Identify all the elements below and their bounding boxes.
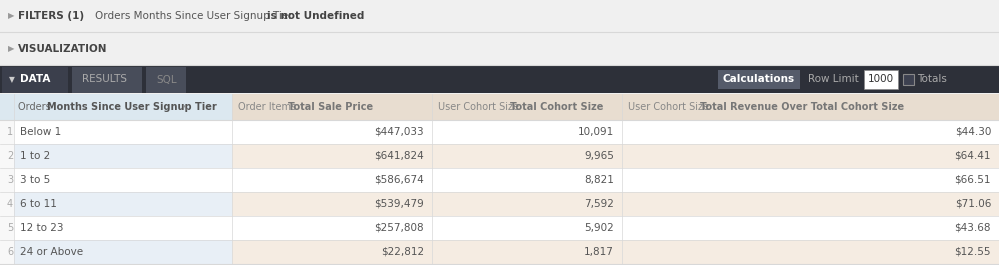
Text: 6: 6 (7, 247, 13, 257)
Text: 1: 1 (7, 127, 13, 137)
Bar (0, 33, 999, 65)
Text: Totals: Totals (917, 74, 947, 85)
Bar (14, 120, 232, 144)
Bar (232, 216, 999, 240)
Text: $66.51: $66.51 (954, 175, 991, 185)
Bar (864, 70, 898, 89)
Text: Calculations: Calculations (723, 74, 795, 85)
Text: $586,674: $586,674 (375, 175, 424, 185)
Text: Orders: Orders (18, 102, 54, 112)
Bar (72, 67, 142, 93)
Text: is not Undefined: is not Undefined (267, 11, 365, 21)
Text: VISUALIZATION: VISUALIZATION (18, 44, 108, 54)
Text: $71.06: $71.06 (955, 199, 991, 209)
Bar (14, 192, 232, 216)
Bar (0, 192, 14, 216)
Text: Row Limit: Row Limit (808, 74, 859, 85)
Bar (0, 168, 14, 192)
Text: User Cohort Size: User Cohort Size (438, 102, 522, 112)
Text: 10,091: 10,091 (577, 127, 614, 137)
Bar (718, 70, 800, 89)
Bar (0, 0, 999, 32)
Text: $12.55: $12.55 (954, 247, 991, 257)
Text: Total Cohort Size: Total Cohort Size (510, 102, 603, 112)
Bar (146, 67, 186, 93)
Text: 12 to 23: 12 to 23 (20, 223, 64, 233)
Bar (903, 74, 914, 85)
Text: ∧: ∧ (179, 103, 188, 112)
Text: Total Sale Price: Total Sale Price (288, 102, 373, 112)
Text: $539,479: $539,479 (375, 199, 424, 209)
Text: 1,817: 1,817 (584, 247, 614, 257)
Text: 1000: 1000 (868, 74, 894, 85)
Bar (14, 168, 232, 192)
Text: $641,824: $641,824 (375, 151, 424, 161)
Bar (2, 67, 68, 93)
Text: $44.30: $44.30 (955, 127, 991, 137)
Text: 1 to 2: 1 to 2 (20, 151, 50, 161)
Text: 6 to 11: 6 to 11 (20, 199, 57, 209)
Text: 3 to 5: 3 to 5 (20, 175, 50, 185)
Text: DATA: DATA (20, 74, 50, 85)
Text: 3: 3 (7, 175, 13, 185)
Bar (0, 94, 232, 120)
Text: Total Revenue Over Total Cohort Size: Total Revenue Over Total Cohort Size (700, 102, 904, 112)
Text: RESULTS: RESULTS (82, 74, 127, 85)
Bar (232, 144, 999, 168)
Bar (0, 120, 14, 144)
Text: 5: 5 (7, 223, 13, 233)
Bar (14, 216, 232, 240)
Text: ▶: ▶ (8, 45, 15, 54)
Text: $43.68: $43.68 (954, 223, 991, 233)
Text: 24 or Above: 24 or Above (20, 247, 83, 257)
Text: Below 1: Below 1 (20, 127, 61, 137)
Text: ▼: ▼ (9, 75, 15, 84)
Bar (232, 168, 999, 192)
Bar (0, 216, 14, 240)
Text: Orders Months Since User Signup Tier: Orders Months Since User Signup Tier (95, 11, 296, 21)
Text: ▶: ▶ (8, 11, 15, 20)
Bar (14, 144, 232, 168)
Bar (0, 144, 14, 168)
Bar (232, 94, 999, 120)
Text: $22,812: $22,812 (381, 247, 424, 257)
Bar (232, 192, 999, 216)
Bar (232, 240, 999, 264)
Text: 7,592: 7,592 (584, 199, 614, 209)
Text: SQL: SQL (156, 74, 177, 85)
Bar (0, 66, 999, 93)
Text: $447,033: $447,033 (375, 127, 424, 137)
Text: Months Since User Signup Tier: Months Since User Signup Tier (47, 102, 217, 112)
Text: $257,808: $257,808 (375, 223, 424, 233)
Text: 5,902: 5,902 (584, 223, 614, 233)
Text: User Cohort Size: User Cohort Size (628, 102, 712, 112)
Text: $64.41: $64.41 (954, 151, 991, 161)
Text: 2: 2 (7, 151, 13, 161)
Text: FILTERS (1): FILTERS (1) (18, 11, 84, 21)
Text: 4: 4 (7, 199, 13, 209)
Bar (14, 240, 232, 264)
Bar (232, 120, 999, 144)
Text: 8,821: 8,821 (584, 175, 614, 185)
Bar (0, 240, 14, 264)
Text: Order Items: Order Items (238, 102, 300, 112)
Text: 9,965: 9,965 (584, 151, 614, 161)
